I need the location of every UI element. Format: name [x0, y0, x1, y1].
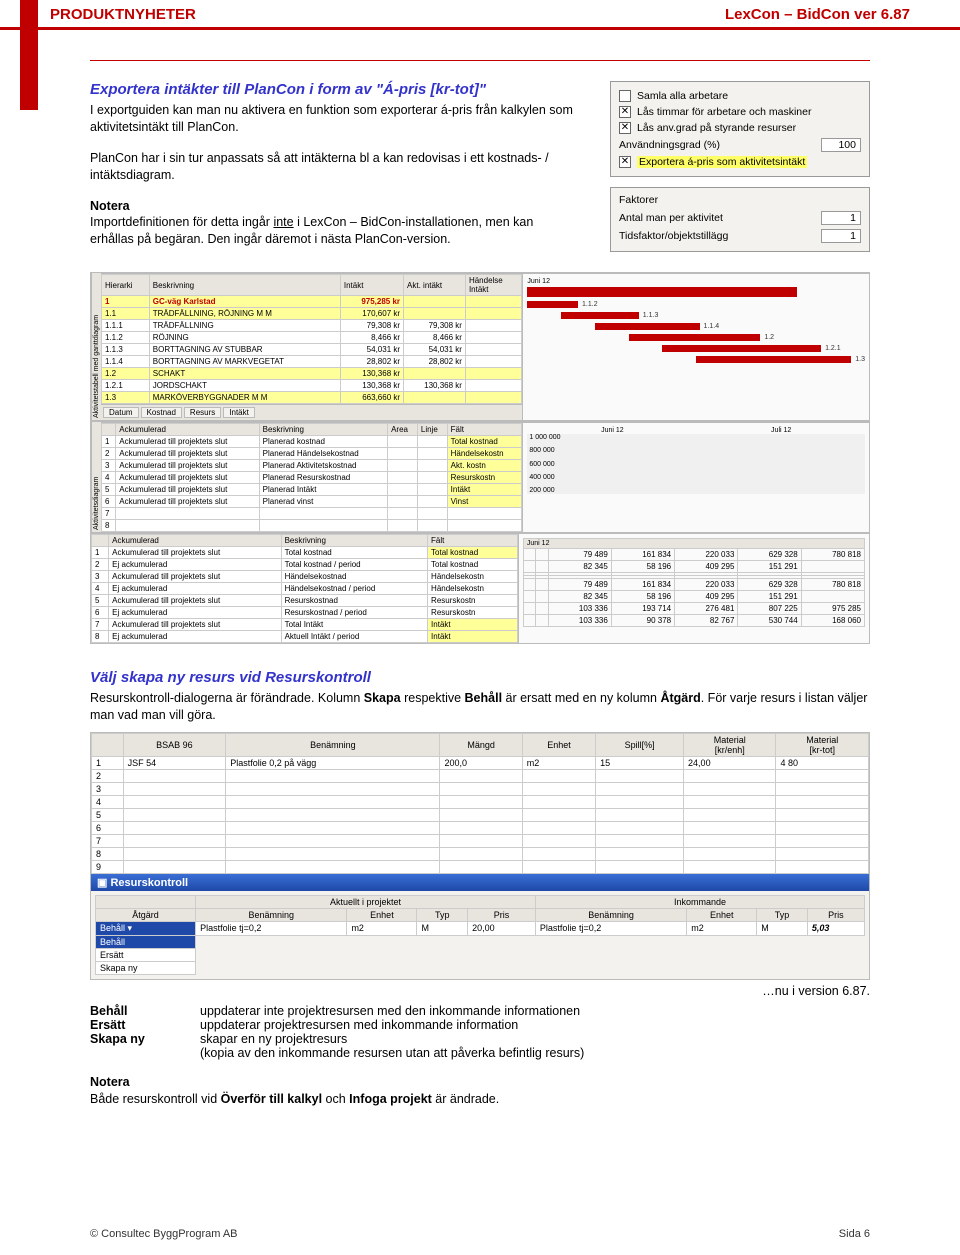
summary-table: AckumuleradBeskrivningFält1Ackumulerad t… [91, 534, 518, 643]
factors-panel: Faktorer Antal man per aktivitet1 Tidsfa… [610, 187, 870, 252]
checkbox-las-timmar[interactable]: ✕ [619, 106, 631, 118]
tab-kostnad[interactable]: Kostnad [141, 407, 182, 418]
header-left: PRODUKTNYHETER [50, 6, 196, 23]
activity-table: HierarkiBeskrivningIntäktAkt. intäktHänd… [101, 274, 522, 404]
footer-right: Sida 6 [839, 1228, 870, 1240]
file-icon: ▣ [97, 877, 107, 889]
diagram-config-table: AckumuleradBeskrivningAreaLinjeFält1Acku… [101, 423, 522, 532]
section1-p2: PlanCon har i sin tur anpassats så att i… [90, 150, 580, 184]
checkbox-export-apris[interactable]: ✕ [619, 156, 631, 168]
resource-list-table: BSAB 96BenämningMängdEnhetSpill[%]Materi… [91, 733, 869, 874]
plancon-screenshot: Aktivitetstabell med ganttdiagram Hierar… [90, 272, 870, 644]
bottom-tabs: Datum Kostnad Resurs Intäkt [101, 404, 522, 420]
section2-notera: Notera [90, 1074, 870, 1091]
chart-area: Juni 12Juli 12 1 000 000800 000600 00040… [523, 423, 869, 532]
action-descriptions: Behålluppdaterar inte projektresursen me… [90, 1004, 870, 1060]
summary-data: Juni 1279 489161 834220 033629 328780 81… [519, 534, 869, 643]
content: Exportera intäkter till PlanCon i form a… [0, 61, 960, 1108]
resurskontroll-table: Aktuellt i projektetInkommandeÅtgärdBenä… [95, 895, 865, 975]
vlabel-mid: Aktivitetsdiagram [91, 422, 101, 532]
tab-resurs[interactable]: Resurs [184, 407, 221, 418]
factor2-field[interactable]: 1 [821, 229, 861, 243]
section-1: Exportera intäkter till PlanCon i form a… [90, 81, 870, 262]
section2-p2: Både resurskontroll vid Överför till kal… [90, 1091, 870, 1108]
section1-p1: I exportguiden kan man nu aktivera en fu… [90, 102, 580, 136]
section1-title: Exportera intäkter till PlanCon i form a… [90, 81, 580, 98]
usage-field[interactable]: 100 [821, 138, 861, 152]
header-right: LexCon – BidCon ver 6.87 [725, 6, 910, 23]
version-note: …nu i version 6.87. [90, 984, 870, 998]
page-header: PRODUKTNYHETER LexCon – BidCon ver 6.87 [0, 0, 960, 30]
export-options-panel: Samla alla arbetare ✕Lås timmar för arbe… [610, 81, 870, 177]
gantt-pane: Juni 121.1.21.1.31.1.41.21.2.11.3 [523, 274, 869, 420]
footer-left: © Consultec ByggProgram AB [90, 1228, 238, 1240]
tab-datum[interactable]: Datum [103, 407, 139, 418]
checkbox-las-anv[interactable]: ✕ [619, 122, 631, 134]
resurskontroll-screenshot: BSAB 96BenämningMängdEnhetSpill[%]Materi… [90, 732, 870, 980]
factor1-field[interactable]: 1 [821, 211, 861, 225]
section1-p3: Importdefinitionen för detta ingår inte … [90, 214, 580, 248]
section2-p1: Resurskontroll-dialogerna är förändrade.… [90, 690, 870, 724]
vlabel-top: Aktivitetstabell med ganttdiagram [91, 273, 101, 420]
section-2: Välj skapa ny resurs vid Resurskontroll … [90, 669, 870, 1108]
tab-intakt[interactable]: Intäkt [223, 407, 255, 418]
section2-title: Välj skapa ny resurs vid Resurskontroll [90, 669, 870, 686]
page-footer: © Consultec ByggProgram AB Sida 6 [90, 1228, 870, 1240]
checkbox-samla[interactable] [619, 90, 631, 102]
window-titlebar: ▣ Resurskontroll [91, 874, 869, 891]
section1-notera: Notera [90, 198, 580, 215]
margin-red-bar [20, 0, 38, 110]
